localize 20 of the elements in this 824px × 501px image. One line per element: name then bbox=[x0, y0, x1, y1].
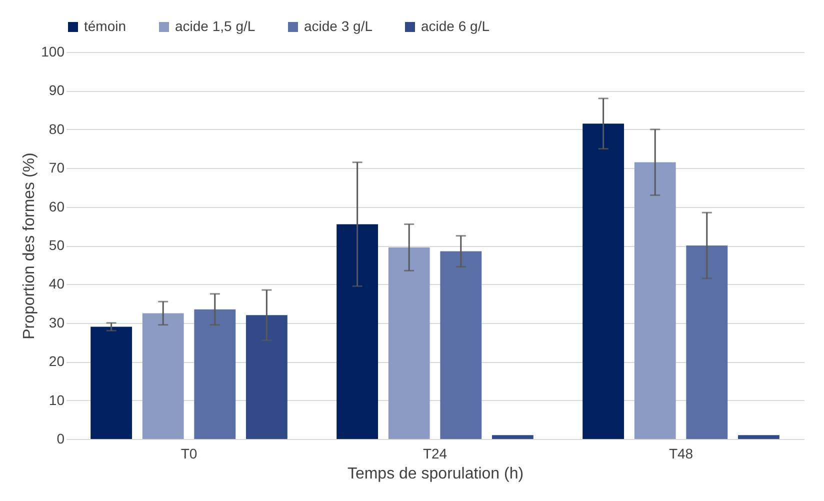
y-tick-label: 70 bbox=[48, 160, 65, 176]
legend-label: acide 3 g/L bbox=[304, 18, 373, 34]
y-tick-label: 60 bbox=[48, 198, 65, 214]
y-tick-label: 30 bbox=[48, 314, 65, 330]
y-tick-label: 80 bbox=[48, 120, 65, 137]
y-tick-label: 100 bbox=[41, 44, 65, 60]
x-axis-title: Temps de sporulation (h) bbox=[347, 466, 524, 482]
y-tick-label: 20 bbox=[48, 353, 65, 370]
x-tick-label: T0 bbox=[180, 446, 198, 462]
y-tick-label: 40 bbox=[48, 276, 65, 292]
y-tick-label: 0 bbox=[56, 430, 65, 446]
y-axis-title: Proportion des formes (%) bbox=[21, 152, 38, 340]
legend-label: acide 6 g/L bbox=[421, 18, 490, 34]
legend-label: témoin bbox=[84, 18, 126, 34]
legend-label: acide 1,5 g/L bbox=[175, 18, 256, 34]
y-tick-label: 10 bbox=[48, 392, 65, 408]
y-tick-label: 50 bbox=[48, 237, 65, 253]
x-tick-label: T24 bbox=[422, 446, 448, 462]
y-tick-label: 90 bbox=[48, 82, 65, 98]
x-tick-label: T48 bbox=[668, 446, 694, 462]
